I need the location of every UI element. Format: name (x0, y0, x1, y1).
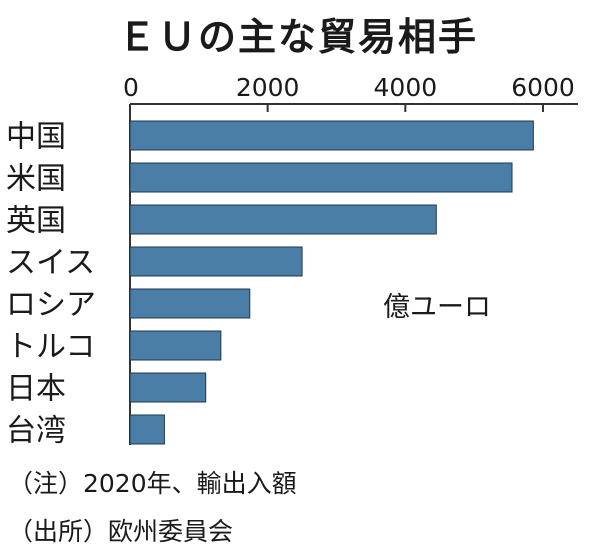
x-tick-label: 0 (123, 73, 139, 102)
chart-title: ＥＵの主な貿易相手 (117, 15, 478, 59)
category-label: 台湾 (6, 414, 66, 449)
unit-label: 億ユーロ (383, 292, 491, 323)
category-label: スイス (6, 246, 95, 281)
source-note: （出所）欧州委員会 (8, 517, 234, 546)
category-label: 中国 (6, 120, 66, 155)
bar (129, 204, 437, 235)
category-label: ロシア (6, 288, 96, 323)
category-label: 英国 (6, 204, 66, 239)
bar (129, 414, 165, 445)
footnote: （注）2020年、輸出入額 (8, 469, 297, 498)
category-label: 米国 (6, 162, 66, 197)
bar (129, 372, 207, 403)
bar (129, 330, 222, 361)
category-label: トルコ (6, 330, 95, 365)
x-tick-label: 6000 (511, 73, 575, 102)
x-tick-label: 2000 (236, 73, 300, 102)
bar (129, 246, 303, 277)
bar (129, 162, 513, 193)
category-label: 日本 (6, 372, 66, 407)
bar (129, 120, 534, 151)
x-tick-label: 4000 (374, 73, 438, 102)
bar (129, 288, 251, 319)
